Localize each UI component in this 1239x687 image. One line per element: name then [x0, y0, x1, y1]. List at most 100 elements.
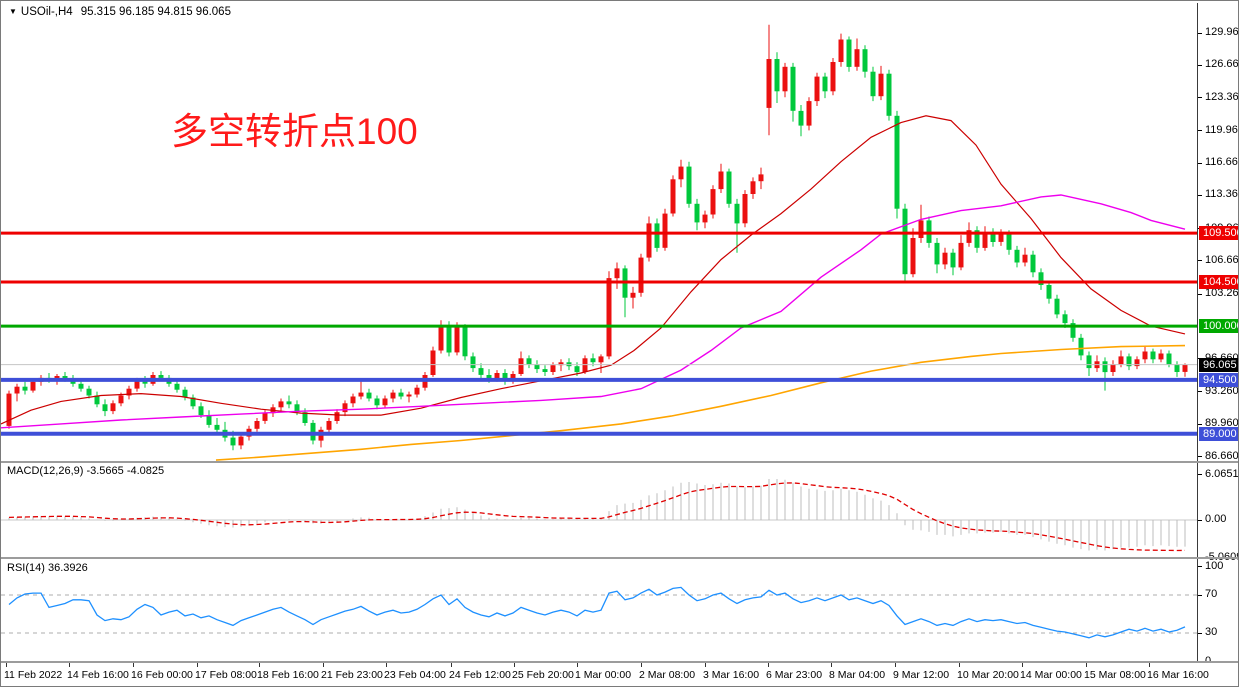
- candle-body: [1150, 351, 1156, 360]
- time-axis-label: 1 Mar 00:00: [575, 669, 632, 681]
- candle-body: [238, 436, 244, 446]
- price-axis-tick: [1198, 260, 1202, 262]
- candle-body: [254, 421, 260, 429]
- candle-body: [494, 373, 500, 379]
- candle-body: [734, 203, 740, 224]
- pane-separator[interactable]: [1, 661, 1238, 663]
- candle-body: [750, 181, 756, 194]
- candle-body: [630, 292, 636, 298]
- time-axis[interactable]: 11 Feb 2022 14 Feb 16:00 16 Feb 00:00 17 Fe…: [1, 663, 1238, 686]
- candle: [814, 72, 820, 106]
- candle: [342, 400, 348, 417]
- candle-body: [230, 437, 236, 446]
- candle-body: [1030, 254, 1036, 273]
- candle-body: [1134, 359, 1140, 367]
- candle-body: [518, 358, 524, 374]
- candle: [734, 198, 740, 253]
- time-axis-tick: [1086, 663, 1087, 667]
- time-axis-tick: [451, 663, 452, 667]
- candle: [822, 72, 828, 99]
- candle: [526, 355, 532, 369]
- candle: [870, 66, 876, 102]
- macd-pane[interactable]: [1, 463, 1197, 557]
- candle: [1014, 245, 1020, 268]
- time-axis-label: 21 Feb 23:00: [321, 669, 383, 681]
- candle: [598, 354, 604, 373]
- candle: [1022, 247, 1028, 267]
- time-axis-label: 14 Mar 00:00: [1020, 669, 1082, 681]
- price-level-badge[interactable]: 94.500: [1199, 372, 1238, 387]
- candle-body: [1062, 314, 1068, 324]
- rsi-pane[interactable]: [1, 559, 1197, 661]
- candle: [774, 52, 780, 103]
- candle-body: [126, 388, 132, 396]
- chart-title: ▼ USOil-,H4 95.315 96.185 94.815 96.065: [9, 6, 231, 18]
- time-axis-tick: [514, 663, 515, 667]
- candle: [718, 163, 724, 193]
- candle-body: [694, 203, 700, 223]
- time-axis-tick: [1149, 663, 1150, 667]
- candle: [910, 228, 916, 278]
- chart-text-annotation[interactable]: 多空转折点100: [171, 111, 418, 152]
- rsi-line: [8, 586, 1186, 639]
- candle-body: [1174, 364, 1180, 372]
- candle-body: [878, 73, 884, 97]
- candle-body: [798, 110, 804, 126]
- candle: [502, 369, 508, 385]
- time-axis-tick: [831, 663, 832, 667]
- pane-separator[interactable]: [1, 557, 1238, 559]
- price-axis-label: 116.660: [1205, 156, 1238, 169]
- candle: [406, 391, 412, 403]
- candle-body: [830, 62, 836, 92]
- candle-body: [278, 401, 284, 408]
- candle: [838, 33, 844, 67]
- candle: [894, 110, 900, 219]
- candle-body: [1182, 364, 1188, 372]
- price-level-badge[interactable]: 89.000: [1199, 426, 1238, 441]
- candle: [278, 398, 284, 412]
- price-axis[interactable]: 129.960 126.660 123.360 119.960 116.660 113.3…: [1198, 1, 1239, 667]
- candle: [934, 238, 940, 274]
- candle: [206, 410, 212, 428]
- price-level-badge[interactable]: 109.500: [1199, 226, 1238, 241]
- price-axis-label: 89.960: [1205, 417, 1239, 430]
- candle: [790, 62, 796, 122]
- rsi-axis-tick: [1198, 632, 1202, 634]
- candle-body: [198, 406, 204, 416]
- candle-body: [894, 115, 900, 209]
- candle-body: [502, 373, 508, 381]
- price-axis-tick: [1198, 130, 1202, 132]
- candle-body: [406, 394, 412, 397]
- candle: [1158, 349, 1164, 363]
- time-axis-label: 3 Mar 16:00: [703, 669, 760, 681]
- candle: [590, 353, 596, 367]
- symbol-dropdown-icon[interactable]: ▼: [9, 7, 17, 16]
- candle-body: [398, 392, 404, 397]
- time-axis-label: 14 Feb 16:00: [67, 669, 129, 681]
- candle-body: [438, 325, 444, 351]
- candle-body: [174, 383, 180, 390]
- price-axis-tick: [1198, 64, 1202, 66]
- candle: [390, 389, 396, 403]
- candle-body: [966, 230, 972, 243]
- candle-body: [582, 358, 588, 372]
- candle: [782, 62, 788, 98]
- candle: [878, 65, 884, 101]
- price-axis-label: 86.660: [1205, 449, 1239, 462]
- time-axis-label: 8 Mar 04:00: [829, 669, 886, 681]
- candle: [670, 175, 676, 217]
- candle: [1078, 333, 1084, 361]
- pane-separator[interactable]: [1, 461, 1238, 463]
- time-axis-label: 10 Mar 20:00: [957, 669, 1019, 681]
- candle-body: [478, 368, 484, 375]
- candle-body: [1158, 353, 1164, 360]
- ma-slow-orange-line: [215, 344, 1186, 461]
- candle-body: [766, 59, 772, 108]
- price-chart-pane[interactable]: [1, 3, 1197, 461]
- price-level-badge[interactable]: 104.500: [1199, 275, 1238, 290]
- candle-body: [654, 223, 660, 248]
- candle: [254, 418, 260, 432]
- price-level-badge[interactable]: 100.000: [1199, 319, 1238, 334]
- candle: [758, 167, 764, 190]
